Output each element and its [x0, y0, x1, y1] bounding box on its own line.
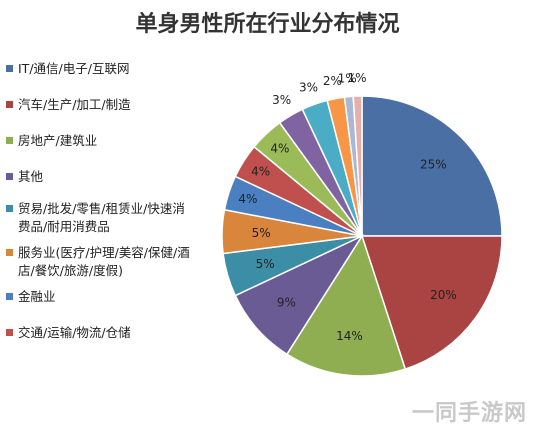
- legend-item: 金融业: [6, 288, 196, 306]
- data-label: 2%: [323, 74, 342, 88]
- data-label: 3%: [299, 80, 318, 94]
- legend-swatch: [6, 137, 13, 144]
- data-label: 5%: [256, 257, 275, 271]
- legend-item: 服务业(医疗/护理/美容/保健/酒店/餐饮/旅游/度假): [6, 244, 196, 280]
- data-label: 4%: [270, 142, 289, 156]
- legend-item: 其他: [6, 168, 196, 186]
- legend-swatch: [6, 293, 13, 300]
- data-label: 14%: [336, 329, 363, 343]
- data-label: 4%: [251, 165, 270, 179]
- legend-swatch: [6, 249, 13, 256]
- chart-title: 单身男性所在行业分布情况: [135, 12, 400, 37]
- legend-item: 交通/运输/物流/仓储: [6, 324, 196, 342]
- legend-item: 汽车/生产/加工/制造: [6, 96, 196, 114]
- legend-label: 金融业: [18, 289, 56, 304]
- legend-item: 房地产/建筑业: [6, 132, 196, 150]
- data-label: 5%: [252, 226, 271, 240]
- pie-slice: [234, 234, 365, 356]
- legend-label: IT/通信/电子/互联网: [18, 61, 130, 76]
- legend-swatch: [6, 65, 13, 72]
- watermark-text: 一同手游网: [411, 401, 527, 426]
- legend-label: 贸易/批发/零售/租赁业/快速消费品/耐用消费品: [18, 201, 185, 234]
- legend-item: IT/通信/电子/互联网: [6, 60, 196, 78]
- legend-label: 房地产/建筑业: [18, 133, 98, 148]
- data-label: 3%: [272, 93, 291, 107]
- pie-slice: [352, 95, 363, 237]
- legend-swatch: [6, 101, 13, 108]
- pie-slice: [361, 95, 503, 237]
- data-label: 20%: [430, 288, 457, 302]
- legend-swatch: [6, 173, 13, 180]
- pie-slice: [360, 235, 503, 371]
- pie-slice: [285, 234, 407, 377]
- legend-swatch: [6, 329, 13, 336]
- data-label: 9%: [277, 296, 296, 310]
- legend-label: 交通/运输/物流/仓储: [18, 325, 131, 340]
- data-label: 4%: [238, 192, 257, 206]
- data-label: 1%: [338, 72, 357, 86]
- legend-label: 其他: [18, 169, 44, 184]
- data-label: 25%: [420, 158, 447, 172]
- legend-swatch: [6, 205, 13, 212]
- legend: IT/通信/电子/互联网 汽车/生产/加工/制造 房地产/建筑业 其他 贸易/批…: [6, 60, 196, 349]
- legend-item: 贸易/批发/零售/租赁业/快速消费品/耐用消费品: [6, 200, 196, 236]
- data-label: 1%: [347, 71, 366, 85]
- legend-label: 服务业(医疗/护理/美容/保健/酒店/餐饮/旅游/度假): [18, 245, 190, 278]
- legend-label: 汽车/生产/加工/制造: [18, 97, 131, 112]
